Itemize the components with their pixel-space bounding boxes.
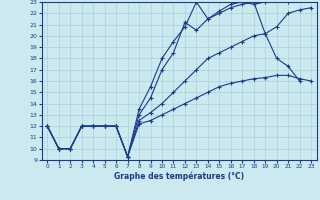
X-axis label: Graphe des températures (°C): Graphe des températures (°C)	[114, 172, 244, 181]
